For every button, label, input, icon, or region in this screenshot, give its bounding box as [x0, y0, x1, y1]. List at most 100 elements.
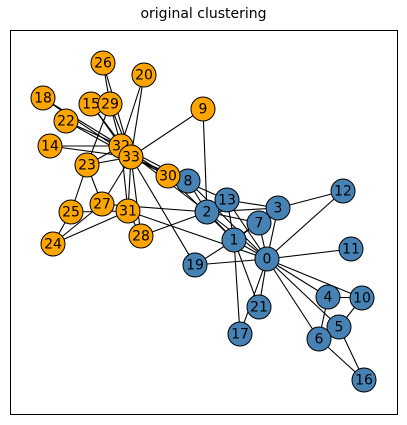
node-circle-31	[115, 198, 141, 224]
node-24: 24	[40, 231, 66, 257]
node-label-30: 30	[159, 169, 177, 185]
edge-28-33	[130, 156, 142, 237]
node-label-11: 11	[342, 242, 360, 258]
node-circle-29	[97, 91, 123, 117]
node-30: 30	[155, 163, 181, 189]
node-circle-14	[37, 133, 63, 159]
edge-19-33	[130, 156, 196, 266]
edge-0-8	[187, 180, 268, 260]
node-circle-4	[315, 284, 341, 310]
edge-24-31	[52, 210, 129, 245]
node-circle-33	[118, 144, 144, 170]
node-circle-2	[194, 199, 220, 225]
node-0: 0	[254, 246, 280, 272]
node-2: 2	[194, 199, 220, 225]
node-circle-26	[90, 50, 116, 76]
node-15: 15	[78, 91, 104, 117]
node-13: 13	[214, 187, 240, 213]
node-label-20: 20	[135, 68, 153, 84]
node-circle-17	[227, 321, 253, 347]
node-17: 17	[227, 321, 253, 347]
node-label-8: 8	[184, 174, 193, 190]
edge-0-12	[266, 190, 344, 260]
node-31: 31	[115, 198, 141, 224]
node-25: 25	[58, 199, 84, 225]
edge-2-9	[202, 108, 208, 213]
node-circle-27	[89, 191, 115, 217]
plot-title: original clustering	[140, 6, 267, 22]
node-5: 5	[326, 314, 352, 340]
node-circle-13	[214, 187, 240, 213]
node-label-28: 28	[132, 229, 150, 245]
edge-0-6	[266, 258, 320, 340]
node-label-12: 12	[334, 184, 352, 200]
node-label-25: 25	[62, 205, 80, 221]
node-label-4: 4	[324, 290, 333, 306]
node-label-27: 27	[93, 197, 111, 213]
node-29: 29	[97, 91, 123, 117]
node-label-26: 26	[94, 56, 112, 72]
node-22: 22	[53, 108, 79, 134]
node-circle-24	[40, 231, 66, 257]
node-1: 1	[221, 227, 247, 253]
node-label-13: 13	[218, 193, 236, 209]
node-11: 11	[338, 236, 364, 262]
node-circle-9	[190, 96, 216, 122]
edge-0-10	[266, 258, 363, 299]
node-label-24: 24	[44, 237, 62, 253]
node-label-14: 14	[41, 139, 59, 155]
node-label-0: 0	[263, 252, 272, 268]
node-circle-10	[349, 285, 375, 311]
node-circle-1	[221, 227, 247, 253]
edge-18-32	[42, 97, 122, 147]
node-circle-11	[338, 236, 364, 262]
node-label-15: 15	[82, 97, 100, 113]
node-20: 20	[131, 62, 157, 88]
node-label-22: 22	[57, 114, 75, 130]
node-circle-19	[182, 252, 208, 278]
node-label-1: 1	[230, 233, 239, 249]
edge-0-5	[266, 258, 340, 328]
edge-9-33	[130, 108, 204, 158]
node-18: 18	[30, 85, 56, 111]
node-8: 8	[175, 168, 201, 194]
node-circle-21	[246, 294, 272, 320]
node-label-9: 9	[199, 102, 208, 118]
node-label-18: 18	[34, 91, 52, 107]
node-10: 10	[349, 285, 375, 311]
node-label-31: 31	[119, 204, 137, 220]
node-label-5: 5	[335, 320, 344, 336]
node-21: 21	[246, 294, 272, 320]
node-4: 4	[315, 284, 341, 310]
node-circle-6	[306, 326, 332, 352]
node-label-19: 19	[186, 258, 204, 274]
node-label-7: 7	[255, 216, 264, 232]
node-26: 26	[90, 50, 116, 76]
node-16: 16	[351, 367, 377, 393]
node-layer: 012 3456789101112131415161718192021222324…	[30, 50, 377, 393]
node-19: 19	[182, 252, 208, 278]
plot-frame	[10, 30, 398, 415]
node-9: 9	[190, 96, 216, 122]
edge-0-11	[266, 248, 352, 260]
node-circle-12	[330, 178, 356, 204]
node-label-17: 17	[231, 327, 249, 343]
node-label-10: 10	[353, 291, 371, 307]
node-circle-3	[265, 195, 291, 221]
node-label-6: 6	[315, 332, 324, 348]
node-circle-5	[326, 314, 352, 340]
node-6: 6	[306, 326, 332, 352]
node-label-16: 16	[355, 373, 373, 389]
node-7: 7	[246, 210, 272, 236]
node-circle-18	[30, 85, 56, 111]
node-circle-7	[246, 210, 272, 236]
node-label-23: 23	[78, 158, 96, 174]
node-label-3: 3	[274, 201, 283, 217]
node-circle-22	[53, 108, 79, 134]
node-circle-0	[254, 246, 280, 272]
node-3: 3	[265, 195, 291, 221]
node-28: 28	[128, 223, 154, 249]
node-circle-30	[155, 163, 181, 189]
edge-0-31	[127, 210, 268, 260]
node-label-2: 2	[203, 205, 212, 221]
